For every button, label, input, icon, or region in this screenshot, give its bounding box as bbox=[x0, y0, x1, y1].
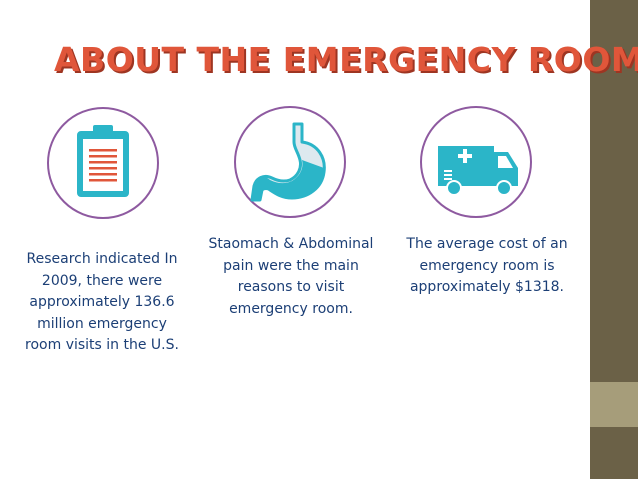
ambulance-icon bbox=[438, 146, 518, 196]
stat-text-er-visits: Research indicated In 2009, there were a… bbox=[25, 251, 179, 353]
clipboard-icon-circle bbox=[47, 107, 159, 219]
stat-text-main-reasons: Staomach & Abdominal pain were the main … bbox=[208, 236, 374, 317]
stomach-icon-circle bbox=[234, 106, 346, 218]
stomach-icon bbox=[250, 122, 326, 202]
ambulance-icon-circle bbox=[420, 106, 532, 218]
stat-text-average-cost: The average cost of an emergency room is… bbox=[406, 236, 568, 295]
sidebar-accent-block bbox=[590, 382, 638, 427]
clipboard-icon bbox=[77, 125, 129, 197]
slide-title: ABOUT THE EMERGENCY ROOM bbox=[54, 40, 638, 79]
